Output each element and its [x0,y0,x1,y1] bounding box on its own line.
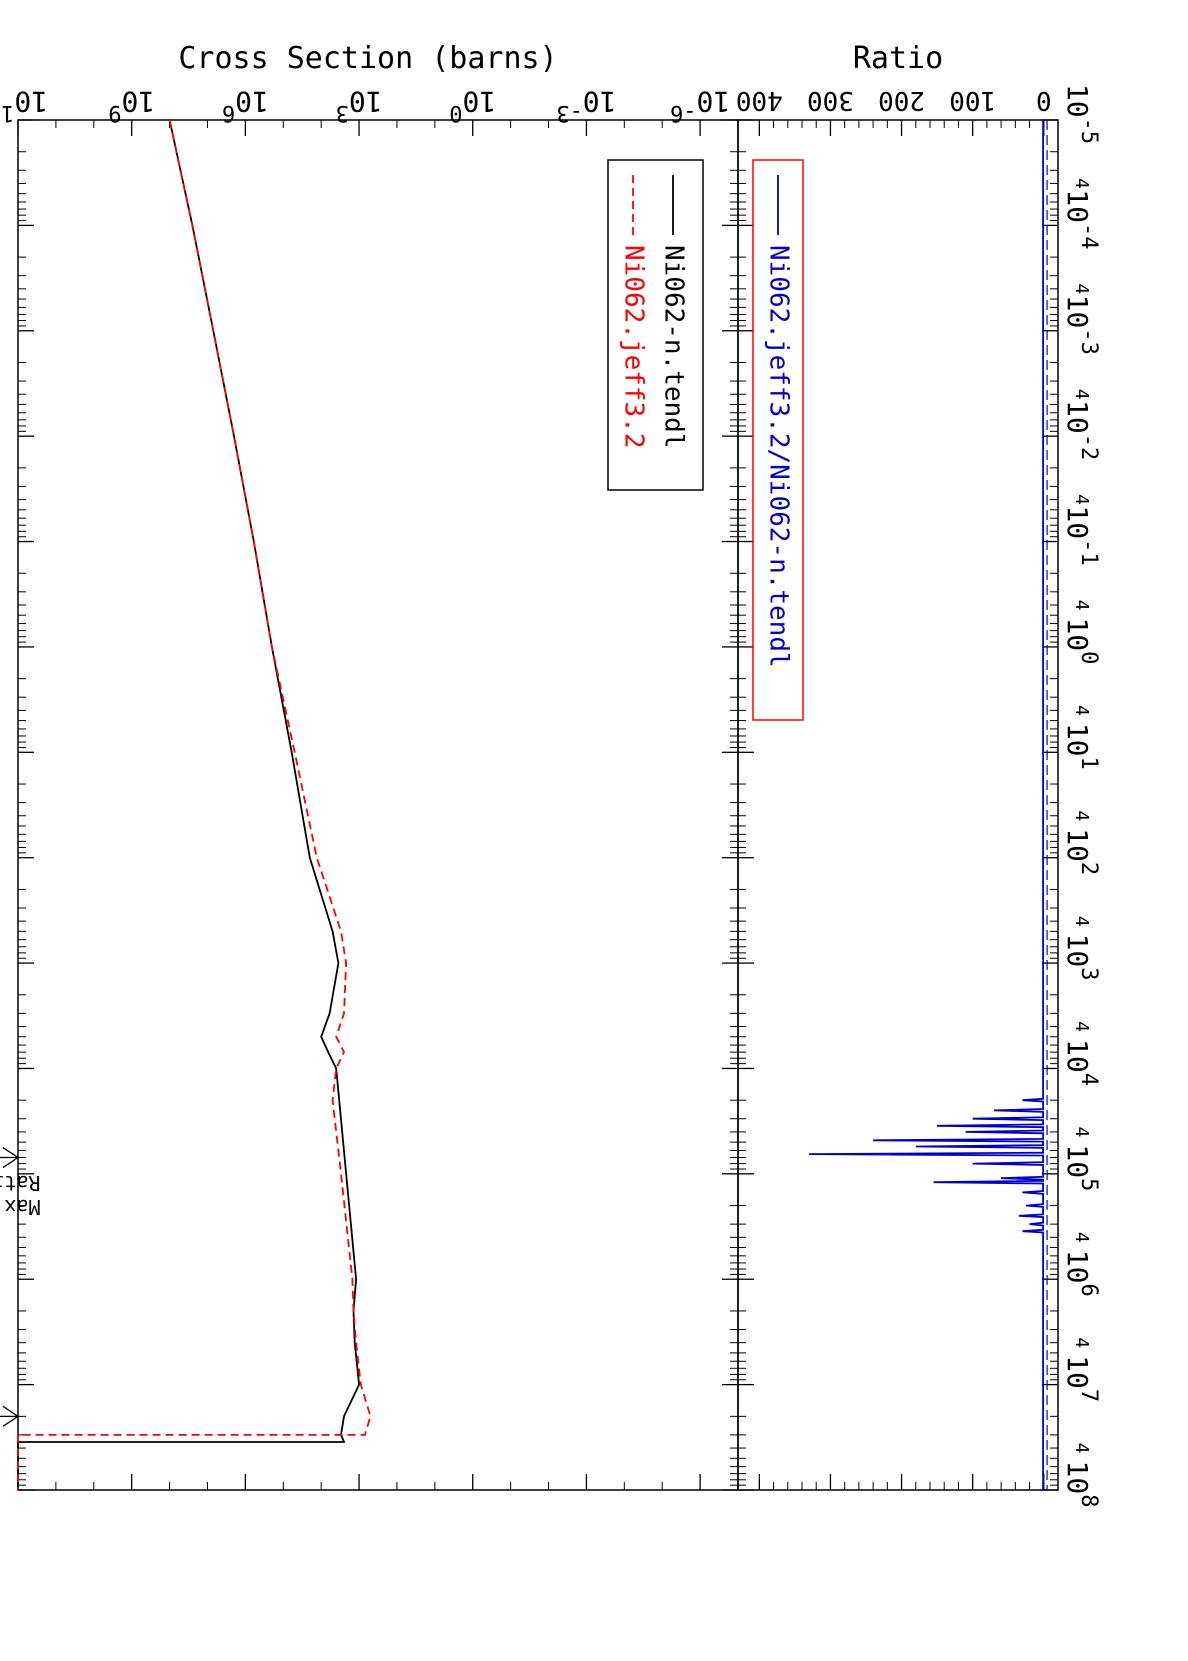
series-layer [17,119,1048,1490]
x-tick-label: 102 [1061,828,1101,875]
x-minor-tick-label: 4 [1071,916,1092,927]
chart-rotated-frame: 410-5410-4410-3410-2410-1410041014102410… [0,41,1101,1507]
legend-box [752,159,804,721]
x-tick-label: 105 [1061,1144,1101,1191]
series-line [17,119,372,1490]
y-tick-label: 10-3 [556,85,616,125]
x-tick-label: 10-4 [1061,189,1101,249]
x-tick-label: 107 [1061,1355,1101,1402]
x-tick-label: 100 [1061,617,1101,664]
x-minor-tick-label: 4 [1071,178,1092,189]
x-minor-tick-label: 4 [1071,600,1092,611]
y-tick-label: 300 [807,85,854,115]
legends: Ni062-n.tendl Ni062.jeff3.2 Ni062.jeff3.2/… [607,159,804,721]
y-tick-label: 106 [222,85,269,125]
y-axis-label-cross-section: Cross Section (barns) [178,41,557,76]
x-minor-tick-label: 4 [1071,1021,1092,1032]
legend-box [607,159,704,491]
x-minor-tick-label: 4 [1071,283,1092,294]
x-minor-tick-label: 4 [1071,1443,1092,1454]
legend-label: Ni062-n.tendl [659,245,689,449]
ratio-series-line [809,120,1044,1490]
x-tick-label: 101 [1061,723,1101,770]
y-tick-label: 200 [878,85,925,115]
x-minor-tick-label: 4 [1071,389,1092,400]
x-minor-tick-label: 4 [1071,705,1092,716]
x-tick-label: 10-2 [1061,400,1101,460]
annotations: MaxRatioMinRatio [0,1146,40,1427]
x-tick-label: 10-1 [1061,505,1101,565]
x-tick-label: 106 [1061,1250,1101,1297]
y-tick-label: 0 [1036,85,1052,115]
annotation-text: MaxRatio [0,1171,40,1219]
legend-label: Ni062.jeff3.2 [619,245,649,449]
x-tick-label: 10-3 [1061,295,1101,355]
series-line [17,119,361,1490]
y-tick-label: 103 [336,85,383,125]
x-tick-label: 10-5 [1061,84,1101,144]
ratio-panel [737,119,1059,1491]
annotation-arrowhead [2,1146,20,1169]
x-tick-label: 108 [1061,1461,1101,1508]
x-minor-tick-label: 4 [1071,1232,1092,1243]
x-minor-tick-label: 4 [1071,494,1092,505]
x-tick-label: 104 [1061,1039,1101,1086]
legend-label: Ni062.jeff3.2/Ni062-n.tendl [764,245,794,668]
x-tick-label: 103 [1061,934,1101,981]
tick-labels: 410-5410-4410-3410-2410-1410041014102410… [0,84,1101,1508]
y-tick-label: 100 [949,85,996,115]
annotation-arrowhead [2,1405,20,1427]
y-tick-label: 10-6 [670,85,730,125]
x-minor-tick-label: 4 [1071,1126,1092,1137]
y-tick-label: 1012 [0,85,48,125]
y-tick-label: 100 [449,85,496,125]
y-tick-label: 109 [108,85,155,125]
y-axis-label-ratio: Ratio [853,41,943,76]
y-tick-label: 400 [736,85,783,115]
x-minor-tick-label: 4 [1071,810,1092,821]
axis-ticks [17,119,1058,1491]
x-minor-tick-label: 4 [1071,1337,1092,1348]
